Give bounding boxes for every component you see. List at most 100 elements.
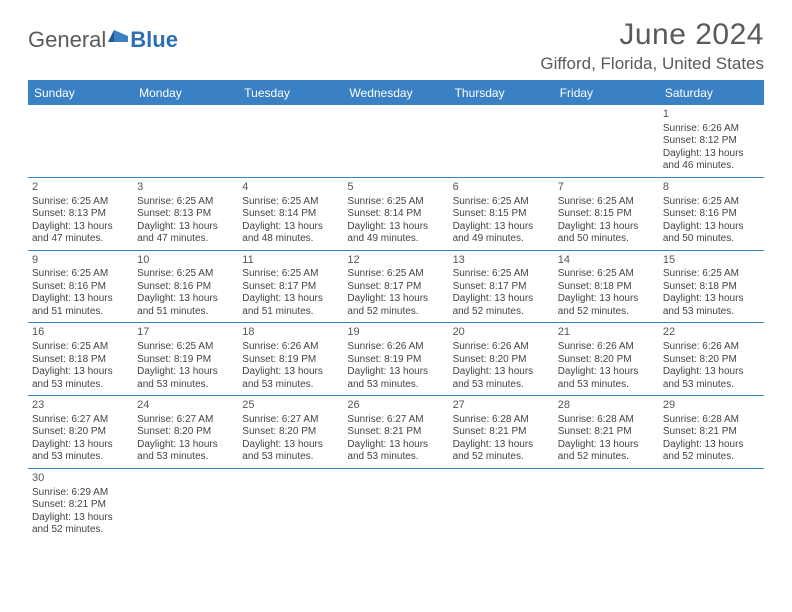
day-info-line: Sunrise: 6:26 AM: [453, 341, 550, 354]
day-number: 26: [347, 399, 444, 413]
calendar: SundayMondayTuesdayWednesdayThursdayFrid…: [28, 80, 764, 541]
day-info-line: Sunset: 8:20 PM: [453, 354, 550, 367]
day-info-line: Sunrise: 6:26 AM: [242, 341, 339, 354]
day-info-line: Sunset: 8:20 PM: [32, 426, 129, 439]
day-info-line: Sunrise: 6:25 AM: [242, 268, 339, 281]
day-info-line: Sunrise: 6:25 AM: [137, 341, 234, 354]
day-number: 17: [137, 326, 234, 340]
calendar-day: 27Sunrise: 6:28 AMSunset: 8:21 PMDayligh…: [449, 396, 554, 468]
calendar-day: 3Sunrise: 6:25 AMSunset: 8:13 PMDaylight…: [133, 178, 238, 250]
day-number: 14: [558, 254, 655, 268]
day-info-line: and 47 minutes.: [137, 233, 234, 246]
day-info-line: Daylight: 13 hours: [137, 221, 234, 234]
day-info-line: Sunset: 8:14 PM: [347, 208, 444, 221]
day-info-line: Daylight: 13 hours: [347, 366, 444, 379]
day-info-line: Daylight: 13 hours: [663, 293, 760, 306]
day-info-line: Sunset: 8:14 PM: [242, 208, 339, 221]
calendar-day: 2Sunrise: 6:25 AMSunset: 8:13 PMDaylight…: [28, 178, 133, 250]
day-info-line: Sunset: 8:21 PM: [32, 499, 129, 512]
day-info-line: Daylight: 13 hours: [558, 366, 655, 379]
day-number: 25: [242, 399, 339, 413]
calendar-day: 18Sunrise: 6:26 AMSunset: 8:19 PMDayligh…: [238, 323, 343, 395]
calendar-empty-cell: [554, 469, 659, 541]
day-info-line: Sunset: 8:17 PM: [242, 281, 339, 294]
day-info-line: and 51 minutes.: [137, 306, 234, 319]
day-info-line: Daylight: 13 hours: [663, 221, 760, 234]
calendar-empty-cell: [133, 105, 238, 177]
calendar-day: 1Sunrise: 6:26 AMSunset: 8:12 PMDaylight…: [659, 105, 764, 177]
day-info-line: Daylight: 13 hours: [32, 439, 129, 452]
calendar-day: 26Sunrise: 6:27 AMSunset: 8:21 PMDayligh…: [343, 396, 448, 468]
day-info-line: Daylight: 13 hours: [663, 148, 760, 161]
day-info-line: Sunrise: 6:25 AM: [558, 268, 655, 281]
logo: General Blue: [28, 24, 178, 56]
day-info-line: Sunrise: 6:27 AM: [137, 414, 234, 427]
day-info-line: Sunrise: 6:25 AM: [558, 196, 655, 209]
calendar-day: 9Sunrise: 6:25 AMSunset: 8:16 PMDaylight…: [28, 251, 133, 323]
day-info-line: Daylight: 13 hours: [663, 439, 760, 452]
day-info-line: and 53 minutes.: [242, 451, 339, 464]
calendar-empty-cell: [28, 105, 133, 177]
calendar-day: 25Sunrise: 6:27 AMSunset: 8:20 PMDayligh…: [238, 396, 343, 468]
day-info-line: Sunrise: 6:25 AM: [663, 268, 760, 281]
weekday-header: Saturday: [659, 82, 764, 105]
calendar-day: 20Sunrise: 6:26 AMSunset: 8:20 PMDayligh…: [449, 323, 554, 395]
day-info-line: Sunrise: 6:26 AM: [347, 341, 444, 354]
day-number: 12: [347, 254, 444, 268]
day-info-line: Sunrise: 6:25 AM: [137, 268, 234, 281]
calendar-day: 24Sunrise: 6:27 AMSunset: 8:20 PMDayligh…: [133, 396, 238, 468]
calendar-empty-cell: [133, 469, 238, 541]
day-number: 4: [242, 181, 339, 195]
day-info-line: Sunset: 8:19 PM: [137, 354, 234, 367]
day-info-line: Sunset: 8:16 PM: [137, 281, 234, 294]
day-info-line: Daylight: 13 hours: [663, 366, 760, 379]
day-info-line: Sunrise: 6:25 AM: [347, 196, 444, 209]
weekday-header: Monday: [133, 82, 238, 105]
day-info-line: and 52 minutes.: [32, 524, 129, 537]
calendar-week: 23Sunrise: 6:27 AMSunset: 8:20 PMDayligh…: [28, 396, 764, 469]
day-number: 2: [32, 181, 129, 195]
day-info-line: Sunset: 8:20 PM: [663, 354, 760, 367]
day-number: 7: [558, 181, 655, 195]
day-info-line: Daylight: 13 hours: [347, 293, 444, 306]
day-info-line: and 53 minutes.: [32, 451, 129, 464]
day-info-line: and 48 minutes.: [242, 233, 339, 246]
day-info-line: Sunset: 8:19 PM: [242, 354, 339, 367]
day-number: 24: [137, 399, 234, 413]
day-info-line: Sunset: 8:15 PM: [558, 208, 655, 221]
day-info-line: and 52 minutes.: [558, 306, 655, 319]
day-info-line: and 53 minutes.: [137, 379, 234, 392]
day-info-line: and 50 minutes.: [663, 233, 760, 246]
day-info-line: Sunset: 8:20 PM: [137, 426, 234, 439]
day-number: 22: [663, 326, 760, 340]
day-info-line: Sunset: 8:17 PM: [453, 281, 550, 294]
weekday-header: Wednesday: [343, 82, 448, 105]
calendar-empty-cell: [449, 469, 554, 541]
day-info-line: and 52 minutes.: [453, 306, 550, 319]
day-info-line: Sunset: 8:18 PM: [663, 281, 760, 294]
calendar-empty-cell: [659, 469, 764, 541]
day-number: 6: [453, 181, 550, 195]
day-info-line: and 53 minutes.: [242, 379, 339, 392]
day-info-line: and 46 minutes.: [663, 160, 760, 173]
day-info-line: and 52 minutes.: [347, 306, 444, 319]
day-info-line: and 53 minutes.: [32, 379, 129, 392]
day-info-line: and 53 minutes.: [558, 379, 655, 392]
day-info-line: Sunrise: 6:26 AM: [558, 341, 655, 354]
day-info-line: and 52 minutes.: [453, 451, 550, 464]
day-info-line: Daylight: 13 hours: [242, 366, 339, 379]
calendar-day: 17Sunrise: 6:25 AMSunset: 8:19 PMDayligh…: [133, 323, 238, 395]
day-info-line: Daylight: 13 hours: [32, 366, 129, 379]
day-number: 9: [32, 254, 129, 268]
weekday-header: Thursday: [449, 82, 554, 105]
day-info-line: and 53 minutes.: [663, 306, 760, 319]
calendar-empty-cell: [238, 469, 343, 541]
day-info-line: Sunset: 8:12 PM: [663, 135, 760, 148]
calendar-week: 1Sunrise: 6:26 AMSunset: 8:12 PMDaylight…: [28, 105, 764, 178]
calendar-week: 16Sunrise: 6:25 AMSunset: 8:18 PMDayligh…: [28, 323, 764, 396]
flag-icon: [108, 24, 130, 50]
day-info-line: and 53 minutes.: [347, 451, 444, 464]
day-info-line: Sunrise: 6:27 AM: [32, 414, 129, 427]
day-info-line: Sunset: 8:16 PM: [32, 281, 129, 294]
day-info-line: Sunrise: 6:25 AM: [242, 196, 339, 209]
